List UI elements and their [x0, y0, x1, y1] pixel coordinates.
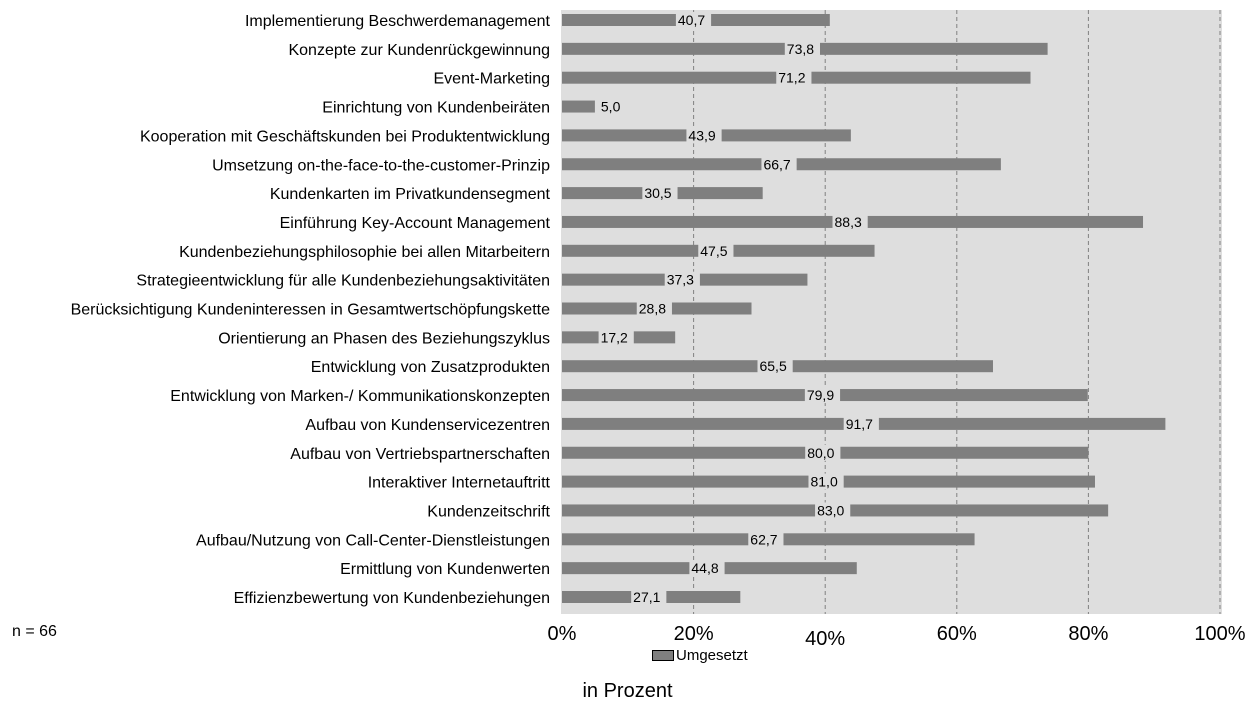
- value-label: 81,0: [810, 474, 837, 490]
- category-label: Berücksichtigung Kundeninteressen in Ges…: [71, 302, 550, 319]
- category-label: Kooperation mit Geschäftskunden bei Prod…: [140, 128, 550, 145]
- bars: [562, 14, 1166, 603]
- value-label: 88,3: [835, 214, 862, 230]
- category-label: Ermittlung von Kundenwerten: [340, 561, 550, 578]
- value-label: 73,8: [787, 41, 814, 57]
- legend-label: Umgesetzt: [676, 647, 748, 664]
- value-label-background: [698, 242, 734, 259]
- x-tick-label: 20%: [674, 623, 714, 645]
- value-label-background: [686, 127, 722, 144]
- category-label: Einrichtung von Kundenbeiräten: [322, 100, 550, 117]
- category-label: Entwicklung von Zusatzprodukten: [311, 359, 550, 376]
- value-label: 65,5: [759, 358, 786, 374]
- value-label: 17,2: [601, 329, 628, 345]
- legend-swatch: [652, 650, 674, 661]
- category-label: Strategieentwicklung für alle Kundenbezi…: [136, 273, 550, 290]
- value-label-background: [815, 502, 851, 519]
- category-label: Orientierung an Phasen des Beziehungszyk…: [218, 330, 550, 347]
- value-label: 71,2: [778, 70, 805, 86]
- value-label: 47,5: [700, 243, 727, 259]
- value-label: 79,9: [807, 387, 834, 403]
- value-label: 27,1: [633, 589, 660, 605]
- value-label-background: [776, 69, 812, 86]
- value-label: 83,0: [817, 502, 844, 518]
- x-tick-label: 40%: [805, 628, 845, 650]
- category-label: Aufbau von Vertriebspartnerschaften: [290, 446, 550, 463]
- value-label-background: [689, 560, 725, 577]
- value-label: 5,0: [601, 99, 621, 115]
- value-label-background: [757, 358, 793, 375]
- sample-size-note: n = 66: [12, 623, 57, 640]
- category-label: Einführung Key-Account Management: [280, 215, 551, 232]
- category-label: Aufbau von Kundenservicezentren: [305, 417, 550, 434]
- category-labels: Implementierung Beschwerdemanagement Konz…: [71, 13, 551, 607]
- value-label-background: [805, 444, 841, 461]
- value-labels: 40,773,871,25,043,966,730,588,347,537,32…: [598, 12, 879, 605]
- legend: Umgesetzt: [652, 647, 748, 664]
- category-label: Aufbau/Nutzung von Call-Center-Dienstlei…: [196, 532, 550, 549]
- category-label: Kundenkarten im Privatkundensegment: [270, 186, 551, 203]
- category-label: Konzepte zur Kundenrückgewinnung: [288, 42, 550, 59]
- category-label: Umsetzung on-the-face-to-the-customer-Pr…: [212, 157, 550, 174]
- value-label: 28,8: [639, 301, 666, 317]
- category-label: Kundenzeitschrift: [427, 503, 550, 520]
- value-label: 91,7: [846, 416, 873, 432]
- value-label-background: [664, 271, 700, 288]
- x-axis-title: in Prozent: [582, 680, 673, 702]
- value-label-background: [675, 12, 712, 28]
- value-label-background: [804, 387, 841, 404]
- x-tick-label: 100%: [1194, 623, 1245, 645]
- category-label: Event-Marketing: [434, 71, 551, 88]
- value-label-background: [636, 300, 672, 317]
- value-label: 43,9: [688, 127, 715, 143]
- value-label-background: [642, 185, 678, 202]
- value-label-background: [761, 156, 797, 173]
- value-label: 66,7: [763, 156, 790, 172]
- value-label: 44,8: [691, 560, 718, 576]
- x-tick-label: 80%: [1068, 623, 1108, 645]
- value-label: 37,3: [667, 272, 694, 288]
- x-tick-label: 60%: [937, 623, 977, 645]
- value-label: 40,7: [678, 12, 705, 28]
- value-label: 30,5: [644, 185, 671, 201]
- value-label-background: [598, 329, 634, 346]
- bar: [562, 100, 595, 113]
- value-label-background: [631, 589, 667, 605]
- category-label: Effizienzbewertung von Kundenbeziehungen: [234, 590, 550, 607]
- value-label-background: [748, 531, 784, 548]
- value-label: 80,0: [807, 445, 834, 461]
- x-tick-labels: 0% 20% 40% 60% 80% 100%: [548, 623, 1246, 650]
- value-label-background: [808, 473, 844, 490]
- category-label: Implementierung Beschwerdemanagement: [245, 13, 551, 30]
- value-label-background: [832, 213, 868, 230]
- category-label: Interaktiver Internetauftritt: [368, 475, 551, 492]
- value-label-background: [784, 40, 821, 57]
- x-tick-label: 0%: [548, 623, 577, 645]
- value-label: 62,7: [750, 531, 777, 547]
- value-label-background: [843, 415, 879, 432]
- category-label: Kundenbeziehungsphilosophie bei allen Mi…: [179, 244, 550, 261]
- category-label: Entwicklung von Marken-/ Kommunikationsk…: [170, 388, 550, 405]
